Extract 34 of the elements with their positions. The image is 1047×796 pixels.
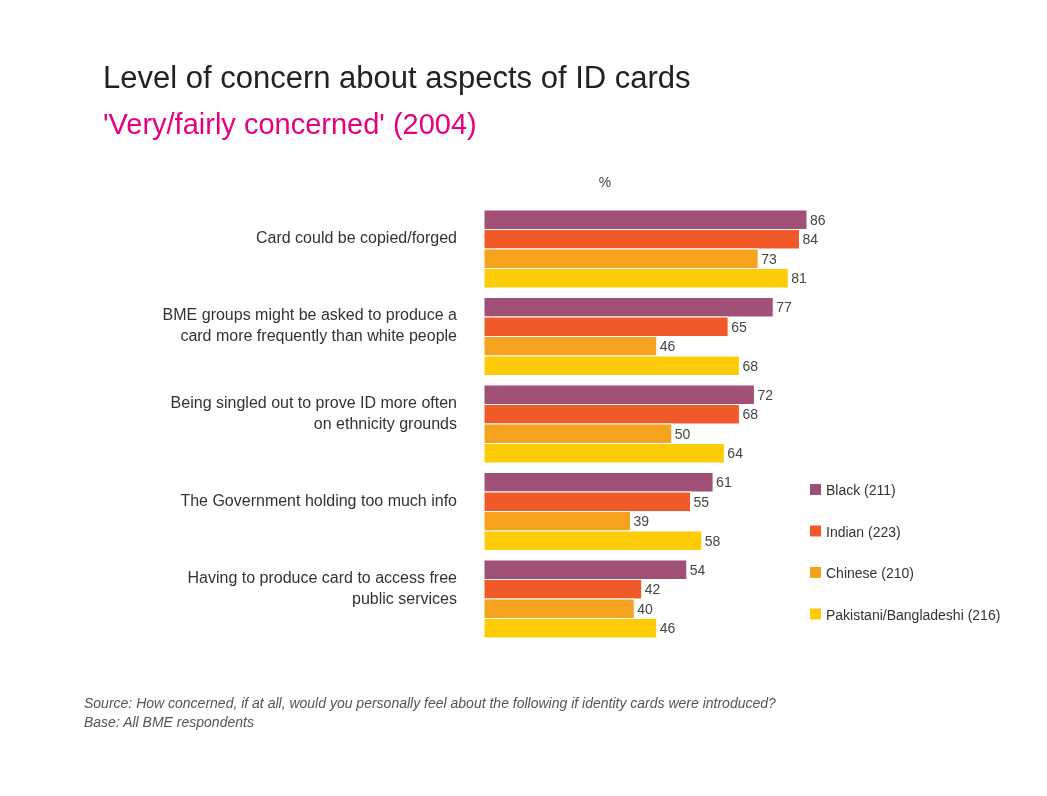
legend-label: Black (211) bbox=[826, 482, 896, 498]
text: Base: All BME respondents bbox=[84, 714, 254, 730]
data-label: 40 bbox=[637, 600, 654, 617]
data-label: 58 bbox=[704, 532, 721, 549]
y-tick-label: Being singled out to prove ID more often on ethnicity grounds bbox=[170, 393, 457, 432]
source-note: Source: How concerned, if at all, would you personally feel about the following if identity cards were introduced? bbox=[84, 695, 777, 711]
y-tick-label: The Government holding too much info bbox=[180, 491, 458, 509]
data-label: 86 bbox=[810, 211, 826, 228]
data-label: 42 bbox=[644, 581, 661, 598]
data-label: 84 bbox=[802, 231, 819, 248]
data-label: 54 bbox=[689, 561, 706, 578]
data-label: 65 bbox=[731, 318, 747, 335]
data-label: 64 bbox=[727, 445, 744, 462]
x-axis-title: % bbox=[598, 174, 612, 190]
data-label: 68 bbox=[742, 406, 759, 423]
data-label: 68 bbox=[742, 357, 759, 374]
data-label: 39 bbox=[633, 513, 650, 530]
legend-label: Pakistani/Bangladeshi (216) bbox=[826, 606, 1001, 623]
data-label: 77 bbox=[776, 299, 792, 316]
chart-title: Level of concern about aspects of ID cards bbox=[103, 60, 691, 95]
legend-label: Indian (223) bbox=[826, 523, 901, 540]
y-tick-label: BME groups might be asked to produce a card more frequently than white people bbox=[162, 306, 458, 344]
data-label: 61 bbox=[716, 474, 732, 491]
data-label: 81 bbox=[791, 270, 808, 287]
data-label: 72 bbox=[757, 386, 774, 403]
data-label: 46 bbox=[659, 620, 676, 637]
data-label: 46 bbox=[659, 338, 676, 355]
data-label: 73 bbox=[761, 250, 777, 267]
chart-subtitle: 'Very/fairly concerned' (2004) bbox=[103, 108, 477, 140]
y-tick-label: Card could be copied/forged bbox=[255, 229, 457, 246]
y-tick-label: Having to produce card to access free public services bbox=[187, 568, 458, 607]
data-label: 55 bbox=[693, 493, 710, 510]
data-label: 50 bbox=[674, 425, 691, 442]
legend-label: Chinese (210) bbox=[826, 565, 914, 581]
